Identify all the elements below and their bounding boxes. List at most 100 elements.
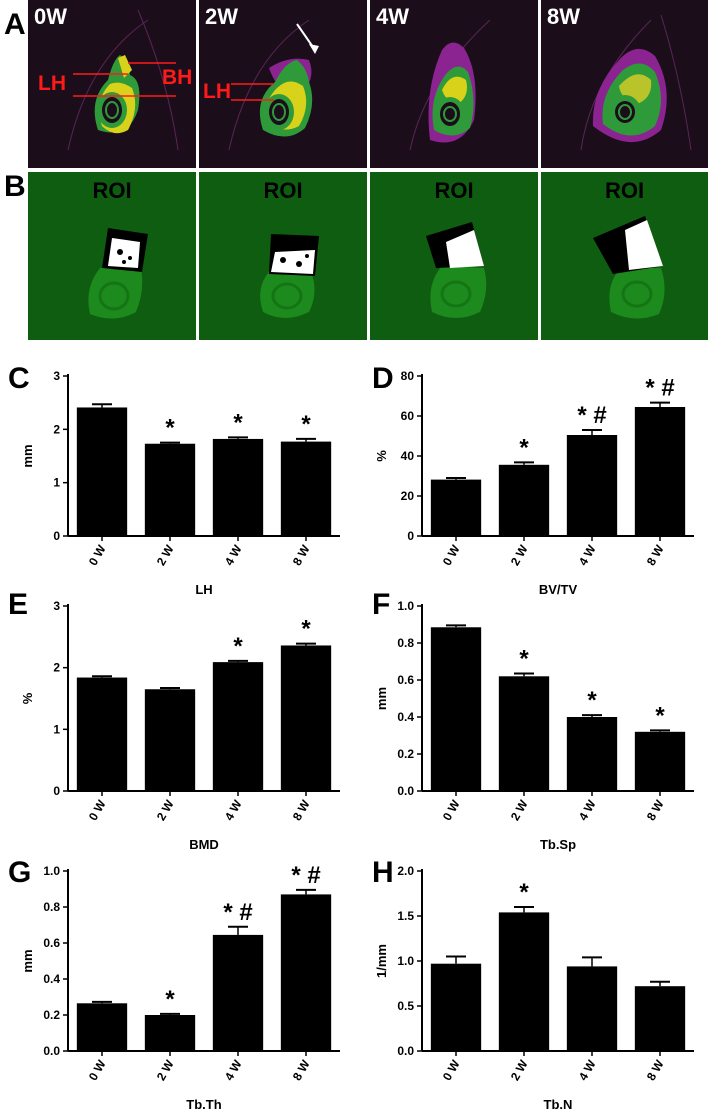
panel-letter-a: A — [4, 8, 26, 41]
roi-row: ROI ROI ROI ROI — [28, 172, 708, 340]
significance-marker: * — [301, 411, 311, 438]
y-tick-label: 0.6 — [397, 673, 414, 687]
y-tick-label: 2 — [53, 661, 60, 675]
y-tick-label: 0.8 — [397, 636, 414, 650]
x-tick-label: 4 W — [222, 542, 245, 568]
significance-marker: * — [233, 633, 243, 660]
y-axis-label: mm — [20, 949, 35, 972]
y-tick-label: 0.4 — [43, 972, 60, 986]
x-tick-label: 4 W — [576, 542, 599, 568]
x-tick-label: 0 W — [440, 542, 463, 568]
x-tick-label: 2 W — [154, 797, 177, 823]
x-tick-label: 0 W — [86, 542, 109, 568]
y-tick-label: 1.0 — [43, 864, 60, 878]
bar — [144, 689, 196, 791]
roi-image-2w: ROI — [199, 172, 367, 340]
y-tick-label: 0.0 — [43, 1044, 60, 1058]
bar — [76, 407, 128, 536]
x-axis-label: Tb.N — [544, 1097, 573, 1112]
y-axis-label: mm — [20, 444, 35, 467]
micro-ct-row: 0W LH BH 2W LH — [28, 0, 708, 168]
bar — [498, 676, 550, 791]
lh-annotation: LH — [38, 72, 66, 95]
roi-label-0w: ROI — [92, 178, 132, 203]
y-tick-label: 0.6 — [43, 936, 60, 950]
y-tick-label: 0.4 — [397, 710, 414, 724]
ct-image-8w: 8W — [541, 0, 708, 168]
x-axis-label: Tb.Th — [186, 1097, 221, 1112]
x-tick-label: 8 W — [644, 1057, 667, 1083]
x-tick-label: 2 W — [508, 1057, 531, 1083]
tile-label-8w: 8W — [547, 4, 580, 29]
x-tick-label: 0 W — [86, 1057, 109, 1083]
y-tick-label: 1.0 — [397, 954, 414, 968]
chart-lh: 0 1 2 3 mm 0 W * 2 W * 4 W * 8 W LH — [20, 369, 340, 597]
x-tick-label: 8 W — [290, 542, 313, 568]
bar — [634, 986, 686, 1051]
significance-marker: * # — [577, 402, 606, 429]
ct-image-0w: 0W LH BH — [28, 0, 196, 168]
x-tick-label: 2 W — [508, 542, 531, 568]
chart-bmd: 0 1 2 3% 0 W 2 W * 4 W * 8 W BMD — [20, 599, 340, 852]
bar — [634, 407, 686, 536]
y-tick-label: 0 — [407, 529, 414, 543]
y-axis-label: % — [374, 450, 389, 462]
chart-tb-n: 0.0 0.5 1.0 1.5 2.0 1/mm 0 W * 2 W 4 W 8 W Tb.N — [374, 864, 694, 1112]
y-tick-label: 20 — [401, 489, 415, 503]
bar — [144, 1015, 196, 1051]
y-axis-label: 1/mm — [374, 944, 389, 978]
bar — [430, 627, 482, 791]
x-tick-label: 2 W — [154, 542, 177, 568]
panel-letter-h: H — [372, 856, 394, 889]
y-tick-label: 1.5 — [397, 909, 414, 923]
y-tick-label: 2 — [53, 422, 60, 436]
bar — [76, 1003, 128, 1051]
bar — [566, 966, 618, 1051]
x-tick-label: 0 W — [440, 797, 463, 823]
bar — [280, 645, 332, 791]
roi-image-4w: ROI — [370, 172, 538, 340]
panel-letter-e: E — [8, 588, 29, 621]
panel-letter-b: B — [4, 170, 26, 203]
y-tick-label: 0.8 — [43, 900, 60, 914]
bar — [144, 443, 196, 536]
y-tick-label: 0.2 — [397, 747, 414, 761]
x-tick-label: 8 W — [644, 797, 667, 823]
y-tick-label: 1 — [53, 476, 60, 490]
significance-marker: * — [519, 646, 529, 673]
bar — [634, 731, 686, 791]
panel-letter-g: G — [8, 856, 32, 889]
y-tick-label: 0.5 — [397, 999, 414, 1013]
y-tick-label: 40 — [401, 449, 415, 463]
bar — [566, 717, 618, 791]
ct-image-4w: 4W — [370, 0, 538, 168]
tile-label-4w: 4W — [376, 4, 409, 29]
x-tick-label: 2 W — [154, 1057, 177, 1083]
bar — [430, 963, 482, 1051]
significance-marker: * — [519, 879, 529, 906]
bh-annotation: BH — [162, 66, 193, 89]
roi-label-2w: ROI — [263, 178, 303, 203]
y-tick-label: 0.0 — [397, 784, 414, 798]
significance-marker: * — [165, 986, 175, 1013]
significance-marker: * # — [291, 862, 320, 889]
x-tick-label: 0 W — [440, 1057, 463, 1083]
y-axis-label: mm — [374, 687, 389, 710]
y-tick-label: 60 — [401, 409, 415, 423]
lh-annotation-2w: LH — [203, 80, 231, 103]
chart-tb-th: 0.0 0.2 0.4 0.6 0.8 1.0 mm 0 W * 2 W * # 4 W * # 8 W T… — [20, 862, 340, 1112]
roi-label-4w: ROI — [434, 178, 474, 203]
y-tick-label: 0 — [53, 784, 60, 798]
x-tick-label: 4 W — [222, 797, 245, 823]
bar — [498, 464, 550, 536]
x-axis-label: BMD — [189, 837, 219, 852]
bar — [212, 438, 264, 536]
x-axis-label: BV/TV — [539, 582, 578, 597]
bar — [280, 441, 332, 536]
x-tick-label: 4 W — [576, 797, 599, 823]
x-tick-label: 8 W — [290, 797, 313, 823]
tile-label-0w: 0W — [34, 4, 67, 29]
y-tick-label: 80 — [401, 369, 415, 383]
y-tick-label: 1.0 — [397, 599, 414, 613]
bar — [76, 677, 128, 791]
